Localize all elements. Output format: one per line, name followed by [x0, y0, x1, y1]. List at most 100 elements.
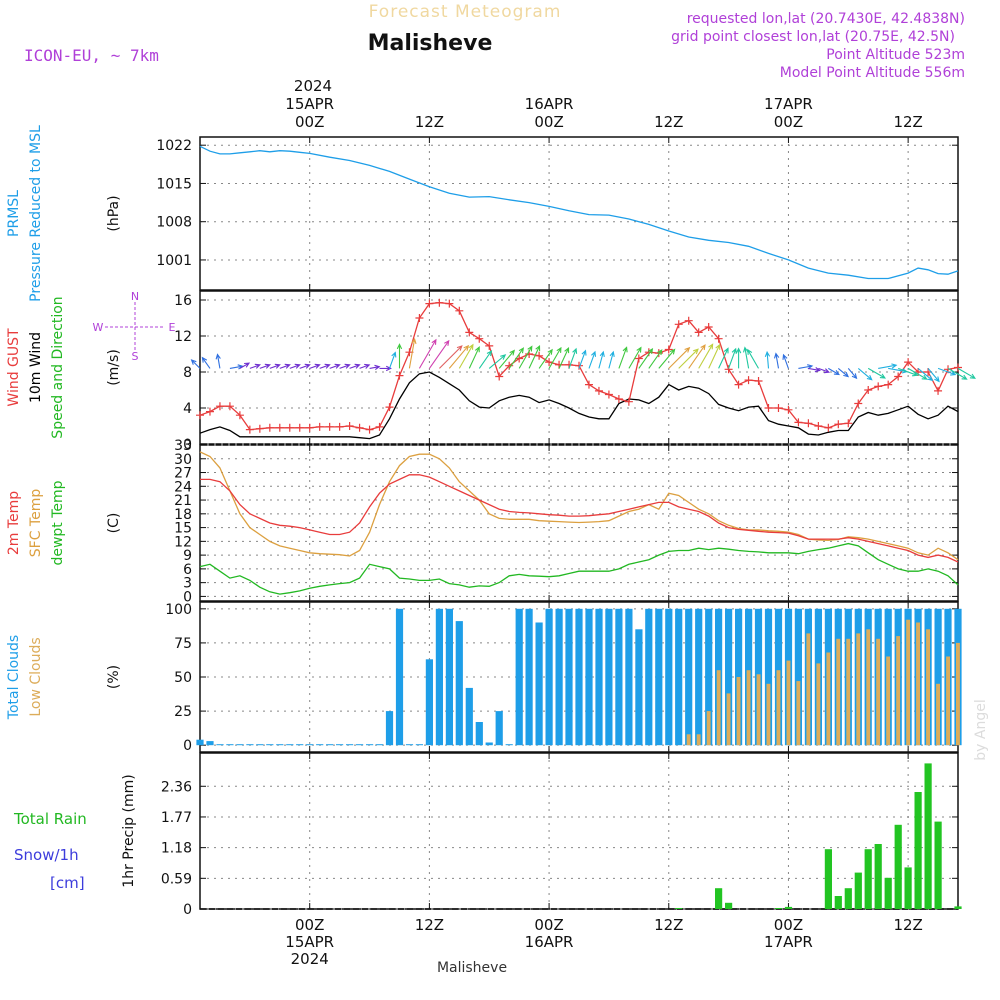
wind-arrow — [269, 363, 281, 369]
gust-marker — [196, 411, 204, 420]
temp-line-dewpt-temp — [199, 542, 959, 595]
gust-marker — [884, 380, 893, 389]
pressure-line — [199, 145, 959, 280]
location-title: Malisheve — [368, 31, 493, 56]
gust-marker — [594, 386, 603, 395]
gust-marker — [634, 354, 643, 363]
wind-arrow — [764, 350, 771, 369]
total-cloud-bar — [435, 608, 443, 746]
time-label-top: 12Z — [893, 113, 922, 131]
gust-marker — [355, 423, 364, 432]
y-tick-label: 9 — [183, 548, 192, 564]
y-axis-label: 1hr Precip (mm) — [121, 774, 137, 887]
requested-coords: requested lon,lat (20.7430E, 42.4838N) — [687, 11, 965, 27]
gust-marker — [245, 425, 254, 434]
total-cloud-bar — [356, 744, 364, 746]
y-tick-label: 12 — [174, 329, 192, 345]
y-tick-label: 100 — [165, 602, 192, 618]
gust-marker — [485, 341, 494, 350]
y-tick-label: 8 — [183, 365, 192, 381]
gust-marker — [205, 407, 214, 416]
low-cloud-bar — [926, 629, 930, 746]
gust-marker — [824, 423, 833, 432]
gust-marker — [315, 422, 324, 431]
total-cloud-bar — [216, 744, 224, 746]
time-label-bottom: 00Z — [774, 916, 803, 934]
gust-marker — [375, 422, 384, 431]
wind-arrow — [498, 349, 516, 369]
time-label-top: 12Z — [654, 113, 683, 131]
low-cloud-bar — [826, 652, 831, 746]
wind-arrow — [947, 367, 968, 380]
wind-arrow — [215, 353, 221, 369]
gust-marker — [395, 371, 404, 380]
y-tick-label: 24 — [174, 479, 192, 495]
y-tick-label: 75 — [174, 636, 192, 652]
wind-arrow — [468, 346, 480, 369]
total-cloud-bar — [575, 608, 583, 746]
total-cloud-bar — [445, 608, 453, 746]
gust-marker — [674, 320, 683, 329]
gust-marker — [774, 404, 783, 412]
time-label-bottom: 16APR — [525, 933, 574, 951]
gust-marker — [794, 418, 803, 427]
wind-speed-line — [199, 371, 959, 440]
gust-marker — [874, 382, 883, 391]
gust-marker — [575, 361, 583, 370]
gust-marker — [784, 405, 793, 414]
y-tick-label: 15 — [174, 521, 192, 537]
total-cloud-bar — [535, 622, 543, 746]
time-label-bottom: 12Z — [654, 916, 683, 934]
gust-marker — [584, 380, 593, 389]
y-tick-label: 0 — [183, 589, 192, 605]
rain-bar — [864, 849, 872, 909]
rain-bar — [914, 792, 922, 909]
gust-marker — [385, 403, 394, 412]
wind-arrow — [428, 339, 450, 369]
gust-marker — [475, 334, 484, 343]
series-label: Low Clouds — [28, 637, 44, 716]
y-axis-label: (C) — [106, 513, 122, 534]
wind-arrow — [773, 352, 780, 369]
gust-marker — [545, 358, 554, 367]
wind-arrow — [418, 338, 437, 369]
low-cloud-bar — [806, 633, 811, 746]
wind-arrow — [329, 363, 341, 369]
total-cloud-bar — [395, 608, 404, 746]
wind-arrow — [448, 344, 470, 369]
gust-marker — [215, 402, 224, 411]
total-cloud-bar — [346, 744, 354, 746]
wind-arrow — [259, 363, 271, 369]
rain-bar — [834, 896, 842, 909]
wind-arrow — [678, 348, 699, 369]
watermark: by Angel — [973, 699, 989, 760]
total-cloud-bar — [685, 608, 693, 746]
wind-arrow — [239, 362, 251, 369]
low-cloud-bar — [906, 619, 911, 746]
total-cloud-bar — [934, 608, 942, 746]
rain-bar — [904, 867, 912, 909]
gust-marker — [265, 423, 274, 432]
wind-arrow — [408, 337, 417, 369]
wind-arrow — [568, 347, 578, 369]
total-cloud-bar — [366, 744, 374, 746]
y-tick-label: 1022 — [156, 138, 192, 154]
rain-bar — [784, 906, 793, 909]
time-label-top: 12Z — [415, 113, 444, 131]
wind-arrow — [867, 367, 887, 379]
gust-marker — [844, 419, 853, 428]
low-cloud-bar — [766, 683, 771, 746]
rain-bar — [934, 821, 942, 909]
gust-marker — [455, 306, 464, 315]
low-cloud-bar — [756, 674, 761, 746]
wind-arrow — [718, 347, 729, 369]
rain-bar — [824, 849, 832, 909]
y-tick-label: 27 — [174, 466, 192, 482]
wind-arrow — [847, 368, 858, 380]
rain-bar — [774, 908, 783, 909]
wind-arrow — [927, 368, 940, 383]
total-cloud-bar — [505, 744, 513, 746]
wind-arrow — [548, 346, 562, 369]
y-tick-label: 2.36 — [161, 779, 192, 795]
wind-arrow — [688, 344, 706, 369]
